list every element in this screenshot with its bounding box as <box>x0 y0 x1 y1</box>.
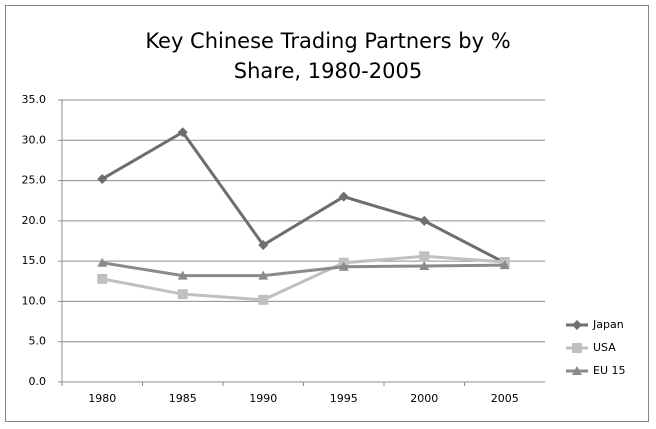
y-tick-label: 20.0 <box>22 214 47 227</box>
x-tick-label: 2005 <box>491 392 519 405</box>
point <box>419 260 430 270</box>
line <box>101 254 505 302</box>
point <box>97 173 108 184</box>
line <box>101 130 506 265</box>
y-tick-label: 10.0 <box>22 294 47 307</box>
legend-label: USA <box>593 341 616 354</box>
point <box>97 273 108 284</box>
point <box>499 260 510 270</box>
point <box>419 215 430 226</box>
legend-marker <box>572 320 582 330</box>
point <box>97 257 108 267</box>
point <box>258 240 269 251</box>
point <box>258 270 269 280</box>
point <box>338 261 349 271</box>
legend-marker <box>572 366 582 375</box>
legend-label: Japan <box>592 318 624 331</box>
y-tick-label: 30.0 <box>22 133 47 146</box>
chart-border <box>5 5 649 422</box>
y-tick-label: 5.0 <box>29 335 47 348</box>
chart-title: Key Chinese Trading Partners by % Share,… <box>145 29 511 83</box>
legend-label: EU 15 <box>593 364 626 377</box>
point <box>177 289 188 300</box>
y-tick-label: 15.0 <box>22 254 47 267</box>
point <box>419 251 430 262</box>
point <box>258 294 269 305</box>
x-tick-label: 1995 <box>330 392 358 405</box>
x-tick-label: 1985 <box>169 392 197 405</box>
point <box>177 270 188 280</box>
point <box>177 127 188 138</box>
x-tick-label: 2000 <box>410 392 438 405</box>
line <box>102 261 505 278</box>
legend-marker <box>572 343 582 353</box>
x-tick-label: 1980 <box>88 392 116 405</box>
y-tick-label: 0.0 <box>29 375 47 388</box>
x-tick-label: 1990 <box>249 392 277 405</box>
y-tick-label: 35.0 <box>22 93 47 106</box>
y-tick-label: 25.0 <box>22 174 47 187</box>
point <box>338 191 349 202</box>
